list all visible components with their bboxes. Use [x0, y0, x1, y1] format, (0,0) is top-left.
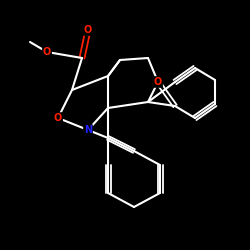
Text: O: O [43, 47, 51, 57]
Text: O: O [54, 113, 62, 123]
Text: O: O [154, 77, 162, 87]
Text: O: O [84, 25, 92, 35]
Text: N: N [84, 125, 92, 135]
